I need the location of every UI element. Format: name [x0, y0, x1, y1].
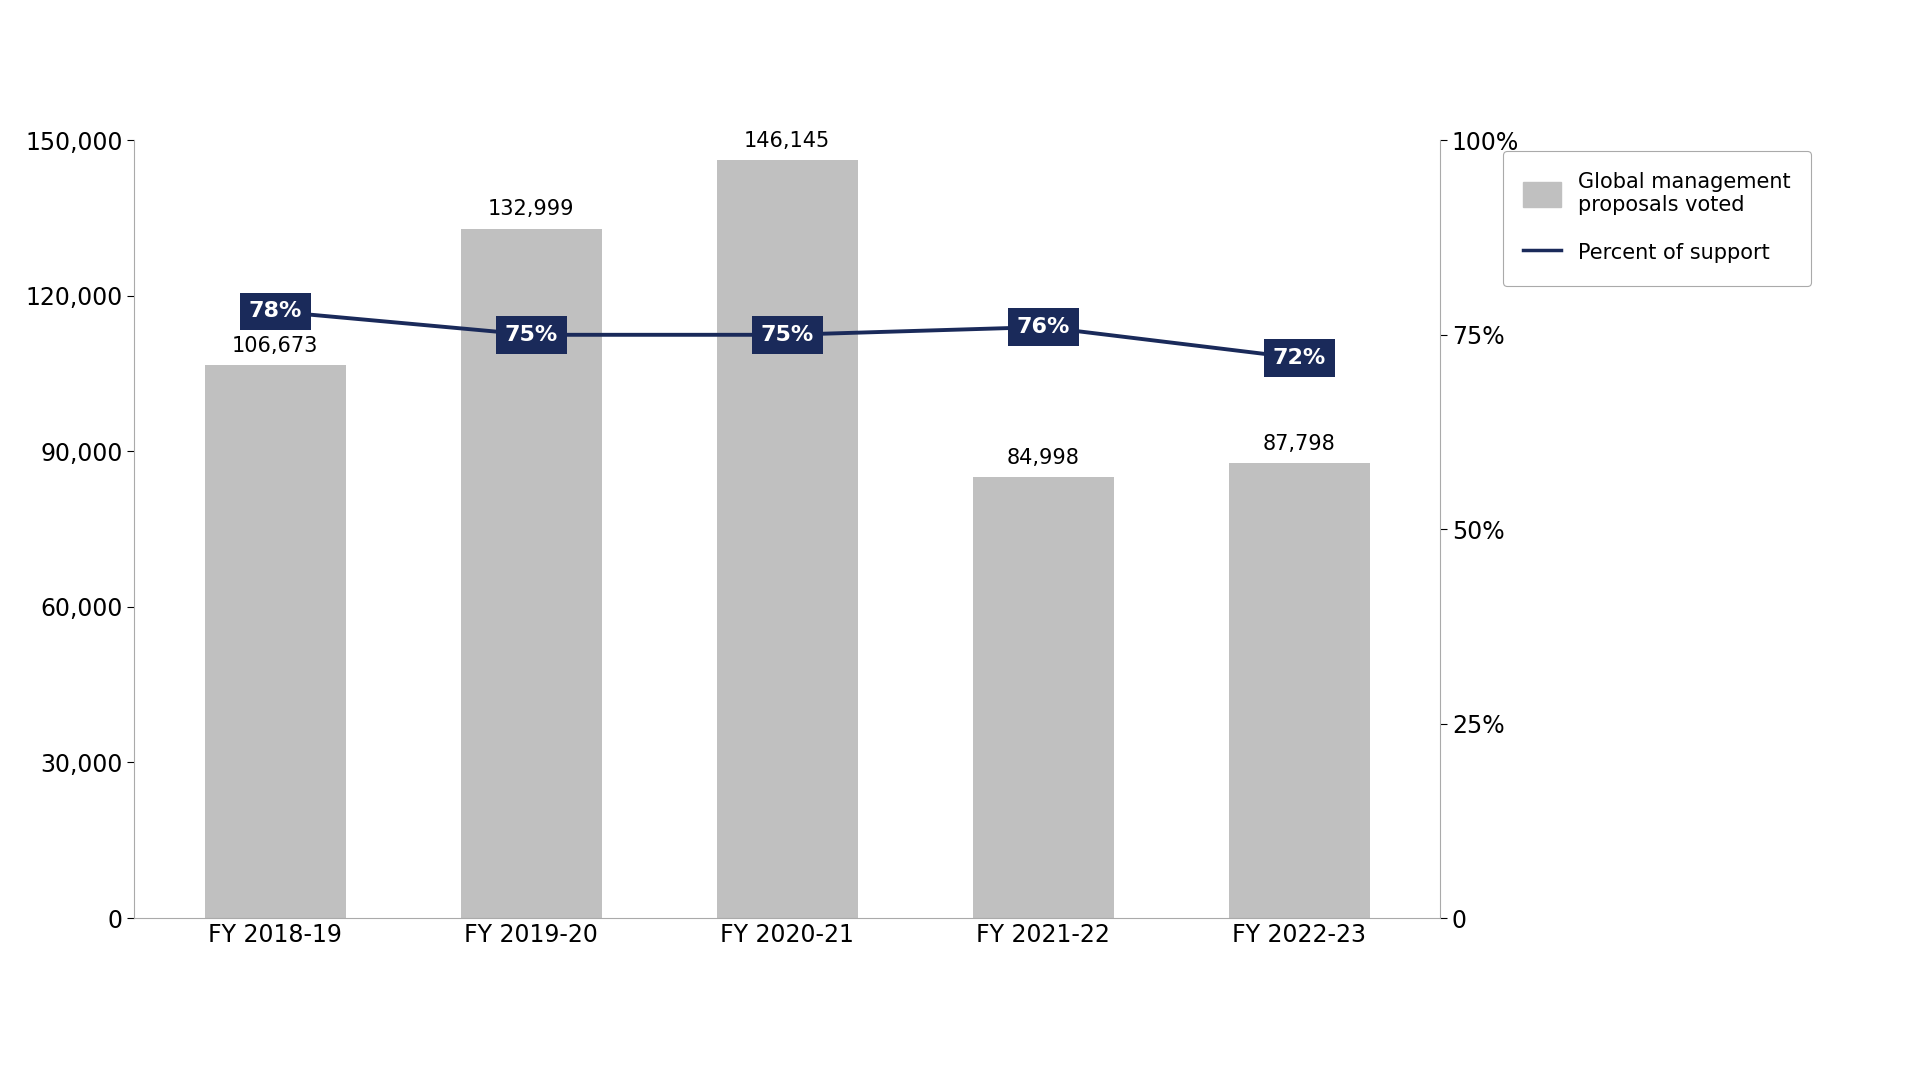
- Text: 75%: 75%: [505, 325, 559, 345]
- Bar: [973, 477, 1114, 918]
- Text: 106,673: 106,673: [232, 336, 319, 355]
- Text: 84,998: 84,998: [1006, 448, 1079, 468]
- Legend: Global management
proposals voted, Percent of support: Global management proposals voted, Perce…: [1503, 151, 1811, 286]
- Bar: [461, 229, 601, 918]
- Text: 76%: 76%: [1016, 318, 1069, 337]
- Text: 146,145: 146,145: [745, 131, 829, 151]
- Bar: [716, 161, 858, 918]
- Bar: [1229, 463, 1369, 918]
- Text: 72%: 72%: [1273, 348, 1327, 368]
- Text: 75%: 75%: [760, 325, 814, 345]
- Bar: [205, 365, 346, 918]
- Text: 87,798: 87,798: [1263, 433, 1336, 454]
- Text: 78%: 78%: [248, 301, 301, 322]
- Text: 132,999: 132,999: [488, 199, 574, 219]
